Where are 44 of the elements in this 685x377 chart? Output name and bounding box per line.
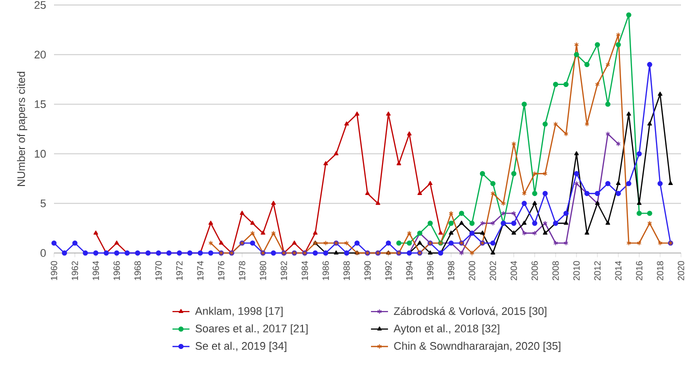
y-tick-label: 5 xyxy=(40,200,46,208)
x-tick-label: 1990 xyxy=(364,261,371,280)
x-tick-label: 1960 xyxy=(50,261,58,280)
x-tick-label: 1984 xyxy=(302,261,308,280)
x-tick-label: 1978 xyxy=(238,261,246,280)
x-tick-label: 1986 xyxy=(322,261,329,280)
x-tick-label: 1982 xyxy=(280,261,288,280)
x-tick-label: 1994 xyxy=(406,261,412,280)
legend-label: Chin & Sowndhararajan, 2020 [35] xyxy=(394,342,560,352)
x-tick-label: 1980 xyxy=(260,261,266,280)
legend-label: Soares et al., 2017 [21] xyxy=(196,324,308,335)
legend-label: Zábrodská & Vorlová, 2015 [30] xyxy=(394,306,546,318)
legend-label: Ayton et al., 2018 [32] xyxy=(394,324,500,335)
x-tick-label: 2004 xyxy=(510,261,517,280)
x-tick-label: 1962 xyxy=(72,261,78,280)
x-tick-label: 2016 xyxy=(636,261,642,280)
x-tick-label: 1964 xyxy=(92,261,99,280)
x-tick-label: 2002 xyxy=(490,261,496,280)
x-tick-label: 2008 xyxy=(552,261,559,280)
x-tick-label: 1996 xyxy=(427,261,434,280)
x-tick-label: 2006 xyxy=(532,261,538,280)
x-tick-label: 1974 xyxy=(197,261,204,280)
x-tick-label: 1988 xyxy=(343,261,350,280)
x-tick-label: 1968 xyxy=(134,261,141,280)
y-tick-label: 0 xyxy=(40,249,46,257)
x-tick-label: 2010 xyxy=(573,261,580,280)
x-tick-label: 1972 xyxy=(176,261,183,280)
y-tick-label: 10 xyxy=(34,150,46,158)
x-tick-label: 1992 xyxy=(385,261,392,280)
legend-label: Anklam, 1998 [17] xyxy=(195,306,283,318)
x-tick-label: 2014 xyxy=(615,261,622,280)
y-tick-label: 20 xyxy=(34,50,46,58)
y-tick-label: 25 xyxy=(34,1,46,9)
x-tick-label: 1998 xyxy=(448,261,454,280)
x-tick-label: 2012 xyxy=(594,261,601,280)
legend-label: Se et al., 2019 [34] xyxy=(196,342,286,352)
x-tick-label: 1966 xyxy=(114,261,120,280)
x-tick-label: 2000 xyxy=(468,261,476,280)
y-axis-title: NUmber of papers cited xyxy=(16,72,28,186)
x-tick-label: 2020 xyxy=(678,261,684,280)
x-tick-label: 2018 xyxy=(656,261,664,280)
x-tick-label: 1976 xyxy=(218,261,224,280)
y-tick-label: 15 xyxy=(34,100,46,108)
x-tick-label: 1970 xyxy=(155,261,162,280)
